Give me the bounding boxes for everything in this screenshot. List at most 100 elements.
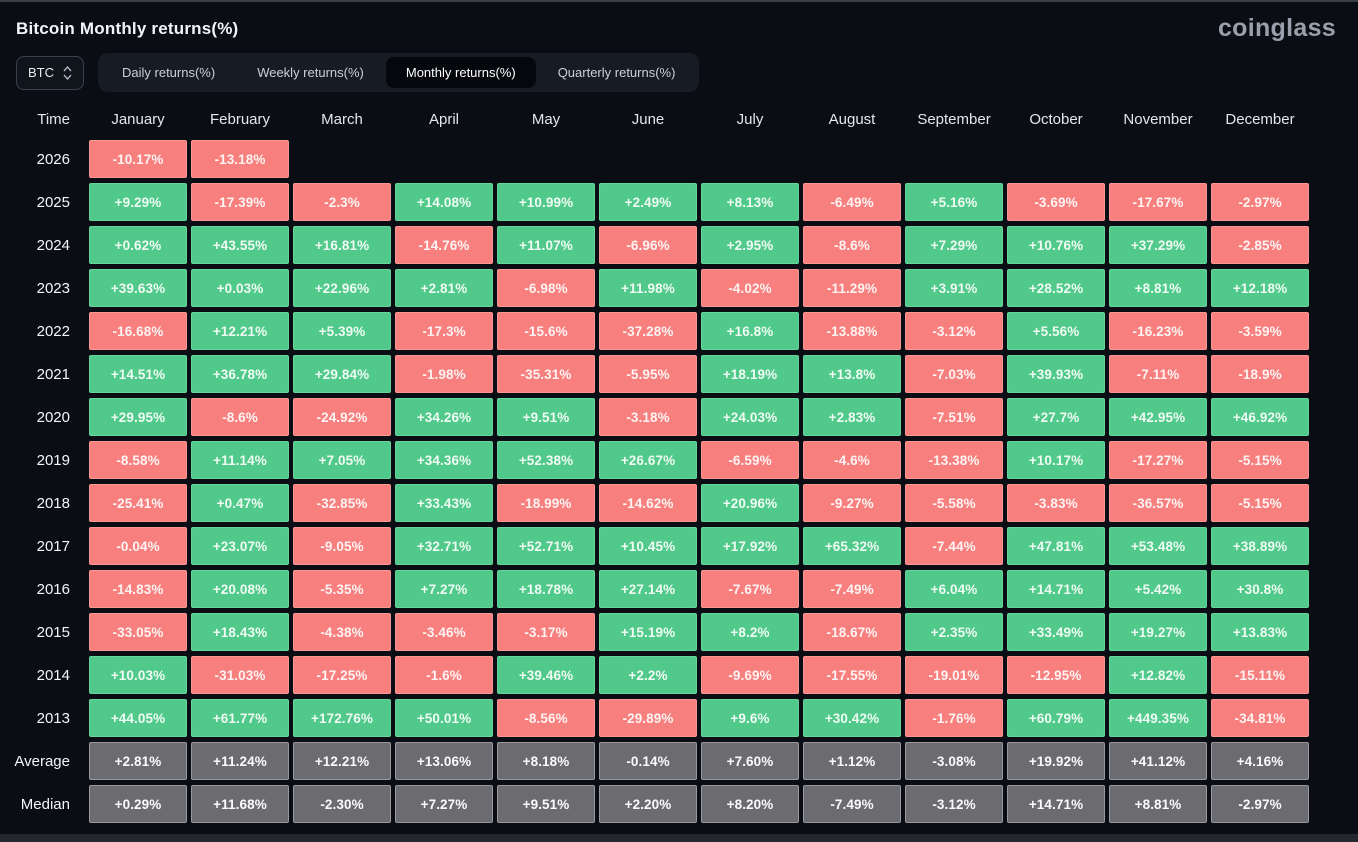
return-cell: +10.03% [89,656,187,694]
return-cell: +19.92% [1007,742,1105,780]
return-cell: +1.12% [803,742,901,780]
table-row-2023: 2023 +39.63% +0.03% +22.96% +2.81% -6.98% +11.… [0,269,1358,307]
return-cell: +6.04% [905,570,1003,608]
table-row-median: Median +0.29% +11.68% -2.30% +7.27% +9.51% +2.… [0,785,1358,823]
row-label-2016: 2016 [36,580,70,598]
return-cell: -7.49% [803,570,901,608]
return-cell: -34.81% [1211,699,1309,737]
return-cell: +2.20% [599,785,697,823]
return-cell: +12.18% [1211,269,1309,307]
row-label-2019: 2019 [36,451,70,469]
row-label-median: Median [20,795,70,813]
table-row-2018: 2018 -25.41% +0.47% -32.85% +33.43% -18.99% -1… [0,484,1358,522]
return-cell: -17.27% [1109,441,1207,479]
return-cell: -4.38% [293,613,391,651]
return-cell: -7.03% [905,355,1003,393]
return-cell: -5.15% [1211,484,1309,522]
return-cell: +28.52% [1007,269,1105,307]
return-cell: +10.17% [1007,441,1105,479]
row-label-2018: 2018 [36,494,70,512]
return-cell: -1.76% [905,699,1003,737]
return-cell: -14.62% [599,484,697,522]
empty-cell [293,140,391,178]
page-title: Bitcoin Monthly returns(%) [16,18,239,38]
tab-quarterly-returns[interactable]: Quarterly returns(%) [557,65,676,80]
return-cell: -6.96% [599,226,697,264]
return-cell: -33.05% [89,613,187,651]
table-row-2015: 2015 -33.05% +18.43% -4.38% -3.46% -3.17% +15.… [0,613,1358,651]
return-cell: +12.21% [293,742,391,780]
return-cell: +8.81% [1109,269,1207,307]
empty-cell [905,140,1003,178]
return-cell: -9.27% [803,484,901,522]
return-cell: -13.18% [191,140,289,178]
return-cell: +14.71% [1007,785,1105,823]
return-cell: +0.47% [191,484,289,522]
tab-monthly-returns[interactable]: Monthly returns(%) [385,57,536,88]
row-label-2024: 2024 [36,236,70,254]
returns-table: Time January February March April May June July… [0,92,1358,823]
page-header: Bitcoin Monthly returns(%) coinglass [0,2,1358,43]
return-cell: +44.05% [89,699,187,737]
return-cell: +53.48% [1109,527,1207,565]
return-cell: +449.35% [1109,699,1207,737]
return-cell: -3.69% [1007,183,1105,221]
return-cell: +2.81% [89,742,187,780]
return-cell: +4.16% [1211,742,1309,780]
col-header-time: Time [37,110,70,128]
col-header-october: October [1029,110,1083,128]
return-cell: +14.51% [89,355,187,393]
return-cell: +23.07% [191,527,289,565]
return-cell: +29.95% [89,398,187,436]
return-cell: -8.6% [191,398,289,436]
return-cell: +13.06% [395,742,493,780]
coin-selector-label: BTC [28,65,54,80]
bottom-scrollbar-track [0,834,1358,842]
coinglass-logo: coinglass [1217,14,1336,42]
return-cell: -8.58% [89,441,187,479]
return-cell: +0.62% [89,226,187,264]
return-cell: +0.29% [89,785,187,823]
return-cell: -2.30% [293,785,391,823]
return-cell: +18.43% [191,613,289,651]
return-cell: +32.71% [395,527,493,565]
return-cell: +12.82% [1109,656,1207,694]
return-cell: +26.67% [599,441,697,479]
table-row-2022: 2022 -16.68% +12.21% +5.39% -17.3% -15.6% -37.… [0,312,1358,350]
return-cell: +172.76% [293,699,391,737]
return-cell: +43.55% [191,226,289,264]
table-row-2021: 2021 +14.51% +36.78% +29.84% -1.98% -35.31% -5… [0,355,1358,393]
return-cell: -13.38% [905,441,1003,479]
return-cell: +65.32% [803,527,901,565]
return-cell: -0.14% [599,742,697,780]
return-cell: -14.76% [395,226,493,264]
return-cell: +8.18% [497,742,595,780]
col-header-april: April [428,110,459,128]
return-cell: -32.85% [293,484,391,522]
return-cell: -18.9% [1211,355,1309,393]
table-row-2013: 2013 +44.05% +61.77% +172.76% +50.01% -8.56% -… [0,699,1358,737]
return-cell: -3.12% [905,785,1003,823]
return-cell: -13.88% [803,312,901,350]
return-cell: -31.03% [191,656,289,694]
return-cell: -6.59% [701,441,799,479]
return-cell: +24.03% [701,398,799,436]
return-cell: +11.24% [191,742,289,780]
return-cell: -9.05% [293,527,391,565]
return-cell: +3.91% [905,269,1003,307]
return-cell: +0.03% [191,269,289,307]
table-row-2025: 2025 +9.29% -17.39% -2.3% +14.08% +10.99% +2.4… [0,183,1358,221]
return-cell: -5.95% [599,355,697,393]
return-cell: -3.17% [497,613,595,651]
return-cell: +33.49% [1007,613,1105,651]
coin-selector[interactable]: BTC [16,55,84,90]
tab-daily-returns[interactable]: Daily returns(%) [122,65,216,80]
return-cell: -3.46% [395,613,493,651]
return-cell: +39.93% [1007,355,1105,393]
return-cell: +8.2% [701,613,799,651]
return-cell: -1.98% [395,355,493,393]
chevron-up-down-icon [63,65,72,80]
return-cell: -5.35% [293,570,391,608]
tab-weekly-returns[interactable]: Weekly returns(%) [257,65,364,80]
row-label-average: Average [14,752,70,770]
